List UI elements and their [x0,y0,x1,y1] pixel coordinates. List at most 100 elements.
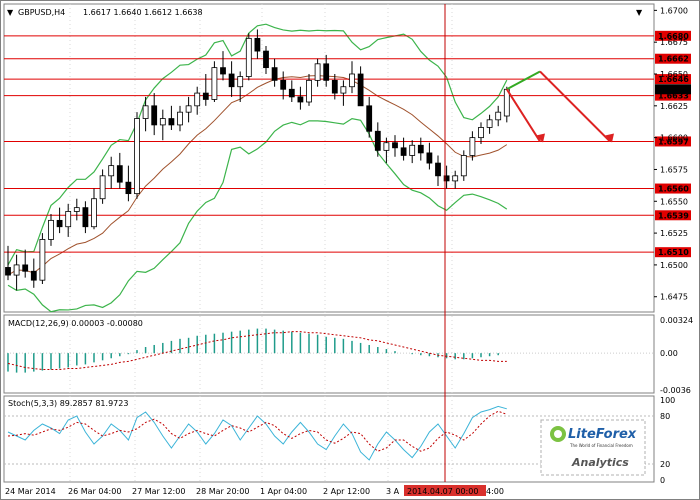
candle-body [142,105,149,119]
candle-body [185,105,192,113]
stoch-main-line [7,405,507,461]
candle-body [22,264,29,272]
candle-body [383,142,390,151]
bollinger-bands [7,23,508,313]
symbol-label: GBPUSD,H4 [18,8,65,17]
candle-body [134,118,140,195]
candle-body [443,175,450,182]
time-label: 2 Apr 12:00 [323,487,370,496]
header-arrow-icon[interactable]: ▼ [7,8,14,17]
forecast-arrowhead-2 [605,133,614,143]
current-price-label: 1.6638 [658,85,689,94]
candle-body [159,118,166,126]
price-axis: 1.6700 1.6675 1.6650 1.6625 1.6600 1.6575 1.65… [654,6,688,302]
time-label: 4:00 [486,487,504,496]
candle-body [151,105,158,126]
macd-tick-label: 0.00 [660,349,678,358]
candle-body [280,79,287,90]
time-axis: 24 Mar 2014 26 Mar 04:00 27 Mar 12:00 28 Ma… [5,485,504,496]
logo-tagline: The World of Financial Freedom [569,443,633,448]
macd-tick-label: -0.0036 [660,386,691,395]
candle-body [116,165,123,183]
price-panel [3,3,655,313]
candle-body [56,219,63,228]
candle-body [263,50,269,69]
candle-body [125,181,132,195]
candle-body [486,119,493,128]
candlesticks [5,29,510,291]
candle-body [99,175,106,200]
candle-body [331,79,338,94]
level-badge-label: 1.6633 [658,92,689,101]
candle-body [82,207,89,228]
level-badge [655,30,691,41]
price-tick-label: 1.6650 [660,70,688,79]
forecast-arrowhead-1 [536,133,545,143]
panel-menu-icon[interactable]: ▼ [636,8,643,17]
candle-body [237,76,244,88]
price-tick-label: 1.6700 [660,6,688,15]
level-badge [655,74,691,85]
stoch-tick-label: 0 [660,476,665,485]
candle-body [297,96,304,103]
macd-indicator: 0.00324 0.00 -0.0036 [4,316,693,395]
candle-body [39,239,46,281]
candle-body [460,155,467,177]
candle-body [306,79,312,103]
price-tick-label: 1.6625 [660,102,688,111]
band-middle [7,75,508,276]
macd-signal-line [7,331,507,371]
level-badge-label: 1.6539 [658,211,689,220]
candle-body [245,37,252,77]
level-badge [655,247,691,258]
candle-body [228,73,235,88]
logo-sub: Analytics [571,456,629,469]
stoch-tick-label: 80 [660,412,670,421]
candle-body [73,207,80,212]
current-price-badge [655,84,691,95]
candle-body [177,111,183,126]
candle-body [314,63,321,81]
stoch-signal-line [7,410,507,452]
level-badge [655,210,691,221]
candle-body [400,147,407,156]
candle-body [13,264,20,276]
level-badge-label: 1.6646 [658,75,689,84]
candle-body [271,67,278,81]
level-badge [655,136,691,147]
ohlc-label: 1.6617 1.6640 1.6612 1.6638 [83,8,203,17]
candle-body [5,267,11,276]
price-tick-label: 1.6500 [660,261,688,270]
candle-body [108,165,115,177]
macd-tick-label: 0.00324 [660,316,693,325]
level-badge [655,183,691,194]
stoch-label: Stoch(5,3,3) 89.2857 81.9723 [8,399,128,408]
candle-body [469,137,476,156]
candle-body [495,111,502,121]
logo-leaf-inner-icon [554,430,562,438]
level-badge-label: 1.6510 [658,248,689,257]
time-label: 1 Apr 04:00 [260,487,307,496]
candle-body [254,37,261,52]
candle-body [417,144,424,154]
candle-body [340,86,347,94]
time-label: 26 Mar 04:00 [68,487,121,496]
level-badge-label: 1.6662 [658,55,689,64]
logo-name: LiteForex [568,427,637,442]
candle-body [91,198,97,228]
forecast-down-line-1 [505,88,541,142]
candle-body [288,88,295,98]
macd-label: MACD(12,26,9) 0.00003 -0.00080 [8,319,143,328]
candle-body [392,142,398,149]
forecast-down-line-2 [539,70,611,143]
candle-body [220,67,226,75]
candle-body [202,92,209,100]
forecast-up-line [506,70,541,91]
liteforex-logo: LiteForex The World of Financial Freedom… [540,419,646,476]
level-badge [655,90,691,101]
stoch-tick-label: 20 [660,460,670,469]
support-resistance-lines: 1.6680 1.6662 1.6646 1.6633 1.6597 1.6560 1.65… [4,30,691,258]
time-label: 27 Mar 12:00 [132,487,185,496]
candle-body [452,175,459,182]
